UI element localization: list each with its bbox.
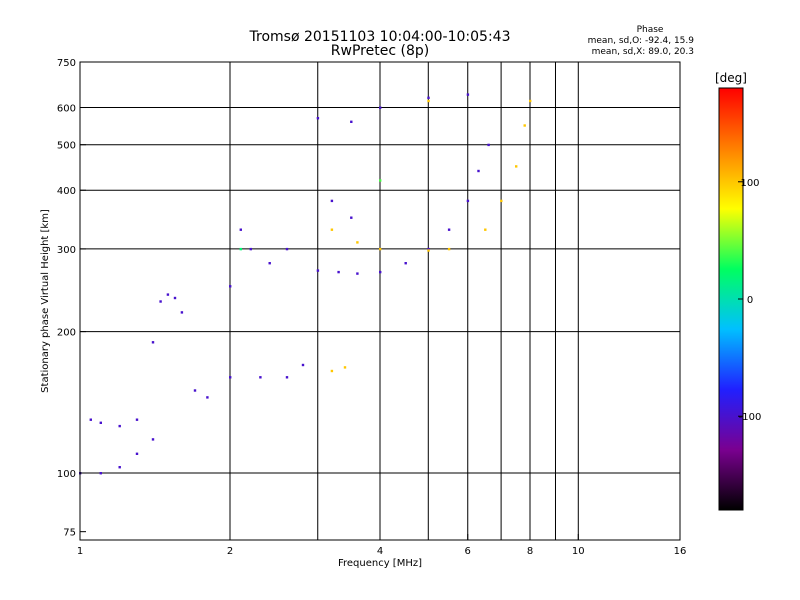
echo-point [379,247,382,251]
echo-point [427,249,430,252]
x-tick-label: 16 [674,546,687,557]
echo-point [350,120,353,123]
colorbar-tick-label: 100 [740,178,759,189]
echo-point [239,247,242,251]
echo-point [316,117,320,120]
echo-point [259,376,262,379]
echo-point [356,272,359,275]
echo-point [239,228,242,231]
echo-point [529,99,532,103]
chart-title: Tromsø 20151103 10:04:00-10:05:43 [249,29,511,45]
echo-point [500,199,503,203]
grid-lines [80,62,680,540]
phase-info-heading: Phase [637,25,664,35]
echo-point [477,169,480,173]
echo-point [89,418,92,421]
echo-point [301,363,305,367]
echo-point [151,438,155,441]
echo-point [229,285,232,288]
echo-point [285,376,289,379]
echo-point [404,262,407,265]
y-tick-label: 750 [57,58,76,69]
echo-point [466,93,470,96]
echo-point [484,228,487,231]
x-tick-label: 8 [527,546,533,557]
y-tick-label: 100 [57,469,76,480]
echo-point [285,247,289,251]
echo-point [249,247,252,251]
echo-point [99,472,102,475]
echo-point [118,424,121,428]
y-axis-label: Stationary phase Virtual Height [km] [40,209,51,393]
echo-point [343,366,347,369]
echo-point [523,124,526,127]
echo-point [330,228,334,231]
phase-info-x-line: mean, sd,X: 89.0, 20.3 [592,47,694,57]
echo-point [379,179,382,182]
chart-subtitle: RwPretec (8p) [331,43,429,59]
colorbar-tick-label: -100 [739,412,762,423]
echo-point [135,452,139,455]
phase-info-o-line: mean, sd,O: -92.4, 15.9 [588,36,695,46]
echo-point [466,199,470,203]
echo-point [515,165,518,168]
echo-point [151,341,155,344]
echo-point [487,143,490,147]
echo-point [330,369,334,373]
echo-points [79,93,532,475]
colorbar-tick-label: 0 [747,295,753,306]
echo-point [206,396,209,399]
echo-point [427,99,430,103]
echo-point [379,270,382,274]
echo-point [447,228,451,231]
x-tick-label: 10 [572,546,585,557]
echo-point [166,293,170,296]
echo-point [99,421,102,424]
echo-point [379,106,382,109]
echo-point [350,216,353,219]
echo-point [337,270,340,274]
y-tick-label: 200 [57,328,76,339]
echo-point [427,247,430,251]
y-tick-label: 75 [63,528,76,539]
echo-point [193,389,197,392]
echo-point [316,269,320,272]
echo-point [173,296,177,300]
y-tick-label: 400 [57,186,76,197]
y-tick-label: 300 [57,245,76,256]
x-tick-label: 2 [227,546,233,557]
echo-point [356,241,359,244]
echo-point [447,247,451,251]
y-tick-label: 600 [57,104,76,115]
x-tick-label: 6 [465,546,471,557]
x-axis-label: Frequency [MHz] [338,558,422,569]
colorbar-label: [deg] [715,71,747,85]
echo-point [427,96,430,99]
echo-point [268,262,271,265]
x-tick-label: 4 [377,546,383,557]
echo-point [330,199,334,203]
axis-ticks: 1 2 4 6 8 10 16 75 100 200 300 400 500 600 750 [57,58,686,557]
echo-point [135,418,139,421]
echo-point [159,300,162,303]
echo-point [180,311,184,314]
echo-point [118,466,121,469]
echo-point [229,376,232,379]
phase-colorbar: [deg] 100 0 -100 [715,71,762,511]
x-tick-label: 1 [77,546,83,557]
y-tick-label: 500 [57,141,76,152]
